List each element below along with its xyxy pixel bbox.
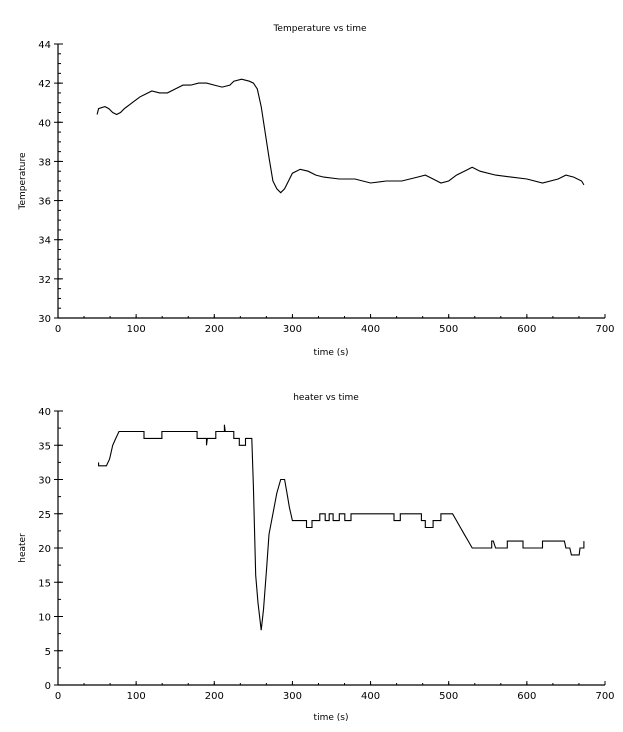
chart-title: Temperature vs time [272,24,367,34]
x-axis-label: time (s) [314,348,349,358]
y-tick-label: 44 [38,40,51,51]
x-tick-label: 0 [55,324,61,335]
x-tick-label: 500 [439,691,458,702]
y-tick-label: 34 [38,236,51,247]
y-tick-label: 15 [38,578,51,589]
y-tick-label: 30 [38,476,51,487]
x-tick-label: 700 [595,324,614,335]
chart-title: heater vs time [293,393,359,403]
x-tick-label: 300 [283,691,302,702]
x-tick-label: 300 [283,324,302,335]
y-tick-label: 30 [38,314,51,325]
x-tick-label: 200 [205,324,224,335]
y-tick-label: 40 [38,407,51,418]
x-tick-label: 600 [517,691,536,702]
y-tick-label: 42 [38,79,51,90]
y-tick-label: 0 [45,681,51,692]
y-axis-label: heater [18,533,28,563]
heater-plot: heater vs time time (s) heater 0 100 200 30… [18,393,615,723]
x-tick-label: 400 [361,324,380,335]
x-tick-label: 700 [595,691,614,702]
x-tick-label: 0 [55,691,61,702]
x-tick-label: 600 [517,324,536,335]
y-tick-label: 35 [38,441,51,452]
x-axis-label: time (s) [314,713,349,723]
temperature-plot: Temperature vs time time (s) Temperature… [18,24,615,358]
x-tick-label: 100 [127,691,146,702]
y-tick-label: 40 [38,118,51,129]
series-line-temperature [96,78,585,194]
x-tick-label: 500 [439,324,458,335]
y-tick-label: 20 [38,544,51,555]
y-tick-label: 38 [38,157,51,168]
y-tick-label: 10 [38,613,51,624]
y-tick-label: 36 [38,197,51,208]
series-line-heater [98,424,585,631]
y-tick-label: 5 [45,647,51,658]
y-tick-label: 25 [38,510,51,521]
y-axis-label: Temperature [18,152,28,210]
x-tick-label: 200 [205,691,224,702]
x-tick-label: 100 [127,324,146,335]
y-tick-label: 32 [38,275,51,286]
x-tick-label: 400 [361,691,380,702]
